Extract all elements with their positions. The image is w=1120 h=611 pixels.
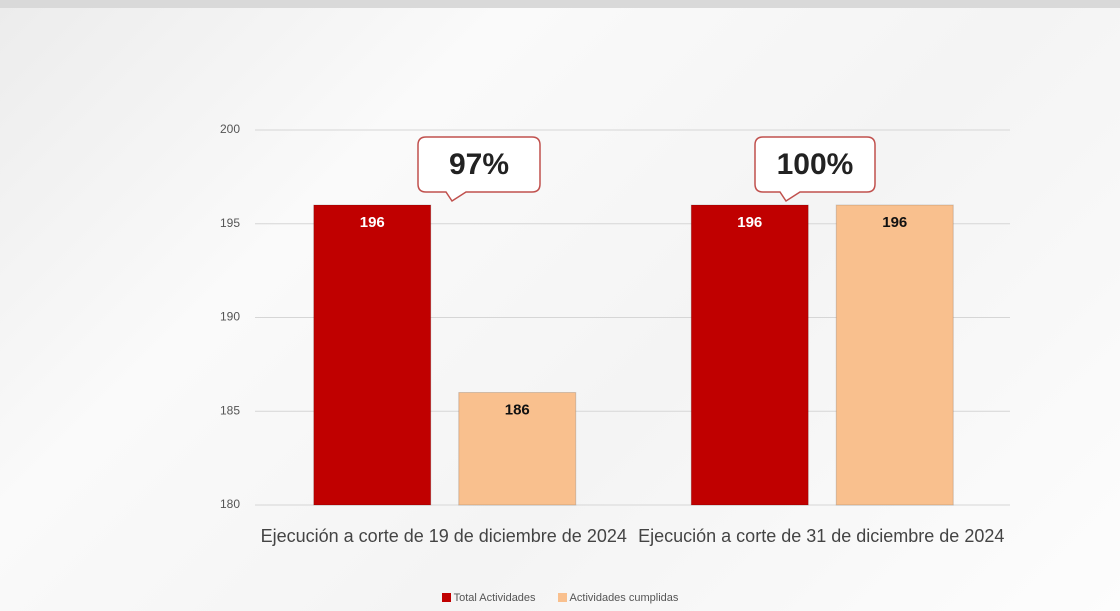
annotation: 100% [776, 148, 854, 181]
legend-label: Total Actividades [453, 592, 536, 604]
x-tick-label: Ejecución a corte de 31 de diciembre de … [638, 526, 1005, 546]
y-tick-label: 185 [220, 403, 240, 417]
y-tick-label: 195 [220, 216, 240, 230]
legend-swatch [557, 593, 567, 602]
legend-swatch [441, 593, 451, 602]
legend-label: Actividades cumplidas [569, 592, 679, 604]
callout-box [754, 136, 876, 203]
data-label: 196 [882, 214, 907, 231]
y-tick-label: 190 [220, 310, 240, 324]
data-label: 196 [737, 214, 762, 231]
x-tick-label: Ejecución a corte de 19 de diciembre de … [260, 526, 627, 546]
bar [835, 204, 954, 506]
bar [690, 204, 809, 506]
data-label: 196 [360, 214, 385, 231]
annotation: 97% [448, 148, 510, 181]
legend-item: Total Actividades [441, 592, 536, 604]
data-label: 186 [505, 401, 530, 418]
callout-box [417, 136, 541, 203]
top-bar [0, 0, 1120, 8]
bar [458, 392, 577, 506]
plot: 180 185 190 195 200 196 186 196 196 [220, 122, 1010, 511]
legend-item: Actividades cumplidas [557, 592, 679, 604]
legend: Total Actividades Actividades cumplidas [0, 592, 1120, 604]
bar [313, 204, 432, 506]
y-tick-label: 180 [220, 497, 240, 511]
y-tick-label: 200 [220, 122, 240, 136]
